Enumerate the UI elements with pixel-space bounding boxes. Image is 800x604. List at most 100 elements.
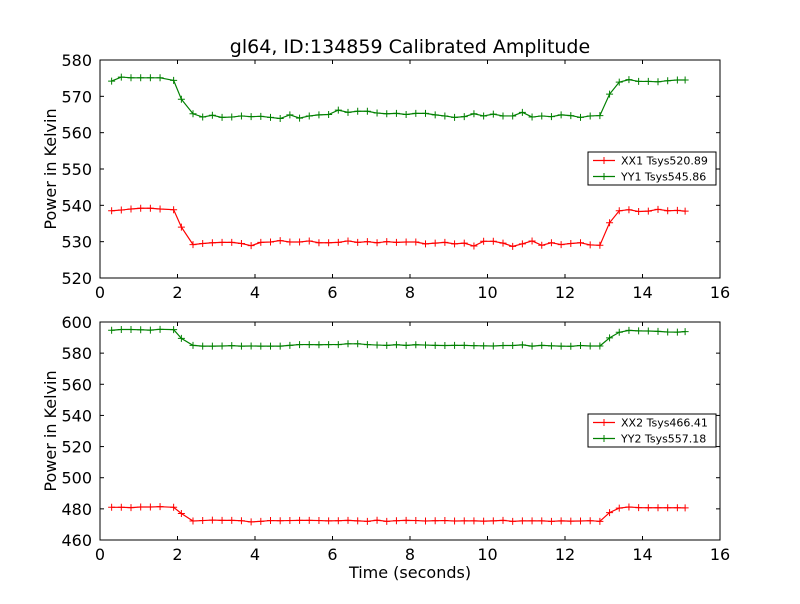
data-point — [237, 112, 245, 120]
x-tick-label: 8 — [405, 545, 415, 564]
data-point — [460, 341, 468, 349]
data-point — [156, 503, 164, 511]
data-point — [137, 503, 145, 511]
data-point — [247, 518, 255, 526]
data-point — [402, 516, 410, 524]
data-point — [383, 238, 391, 246]
data-point — [596, 342, 604, 350]
data-point — [286, 517, 294, 525]
data-point — [586, 342, 594, 350]
x-tick-label: 0 — [95, 545, 105, 564]
data-point — [528, 113, 536, 121]
data-point — [470, 342, 478, 350]
x-axis-label: Time (seconds) — [348, 563, 471, 582]
data-point — [392, 109, 400, 117]
data-point — [189, 110, 197, 118]
data-point — [480, 112, 488, 120]
data-point — [305, 516, 313, 524]
y-axis-label: Power in Kelvin — [41, 370, 60, 491]
data-point — [354, 238, 362, 246]
data-point — [286, 238, 294, 246]
data-point — [528, 517, 536, 525]
data-point — [156, 74, 164, 82]
y-tick-label: 570 — [61, 87, 92, 106]
data-point — [267, 517, 274, 525]
data-point — [402, 111, 410, 118]
x-tick-label: 12 — [555, 545, 575, 564]
data-point — [383, 341, 391, 349]
data-point — [296, 516, 304, 524]
data-point — [625, 76, 633, 84]
y-tick-label: 500 — [61, 469, 92, 488]
data-point — [199, 239, 207, 247]
data-point — [373, 341, 381, 349]
data-point — [451, 341, 459, 349]
data-point — [170, 503, 178, 511]
data-point — [557, 111, 565, 119]
series-markers-1 — [108, 204, 689, 250]
data-point — [547, 113, 555, 121]
data-point — [237, 517, 245, 525]
x-tick-label: 16 — [710, 283, 730, 302]
data-point — [528, 342, 536, 350]
data-point — [334, 517, 342, 525]
data-point — [489, 342, 497, 350]
data-point — [606, 334, 614, 342]
data-point — [170, 326, 178, 334]
data-point — [392, 341, 400, 349]
data-point — [625, 503, 633, 511]
data-point — [354, 517, 362, 525]
y-tick-label: 540 — [61, 406, 92, 425]
data-point — [431, 239, 439, 247]
legend: XX2 Tsys466.41 YY2 Tsys557.18 — [587, 413, 717, 448]
y-tick-label: 540 — [61, 196, 92, 215]
data-point — [596, 112, 604, 120]
data-point — [267, 238, 274, 246]
x-tick-label: 14 — [632, 545, 652, 564]
data-point — [189, 517, 197, 525]
data-point — [208, 516, 216, 524]
data-point — [412, 517, 420, 525]
y-tick-label: 520 — [61, 269, 92, 288]
data-point — [228, 113, 236, 121]
data-point — [615, 328, 623, 336]
data-point — [276, 342, 284, 350]
data-point — [267, 113, 274, 121]
data-point — [567, 517, 575, 525]
data-point — [218, 516, 226, 524]
data-point — [547, 342, 555, 350]
data-point — [586, 112, 594, 120]
x-tick-label: 6 — [327, 283, 337, 302]
legend-box — [587, 413, 717, 448]
data-point — [654, 205, 662, 213]
series-markers-2 — [108, 325, 689, 350]
data-point — [325, 111, 333, 118]
data-point — [664, 207, 672, 215]
data-point — [625, 326, 633, 334]
data-point — [296, 341, 304, 349]
legend-marker — [600, 419, 608, 426]
data-point — [108, 503, 116, 511]
data-point — [305, 112, 313, 120]
data-point — [257, 342, 265, 350]
legend: XX1 Tsys520.89 YY1 Tsys545.86 — [587, 151, 717, 186]
y-tick-label: 480 — [61, 500, 92, 519]
data-point — [586, 241, 594, 249]
data-point — [499, 239, 507, 247]
data-point — [402, 341, 410, 349]
data-point — [228, 238, 236, 246]
legend-label: XX2 Tsys466.41 — [621, 417, 708, 430]
data-point — [470, 517, 478, 525]
data-point — [296, 238, 304, 246]
data-point — [344, 340, 352, 348]
data-point — [177, 223, 185, 231]
data-point — [373, 239, 381, 247]
data-point — [489, 110, 497, 118]
data-point — [315, 517, 323, 525]
data-point — [606, 509, 614, 517]
data-point — [344, 237, 352, 245]
y-tick-label: 550 — [61, 160, 92, 179]
